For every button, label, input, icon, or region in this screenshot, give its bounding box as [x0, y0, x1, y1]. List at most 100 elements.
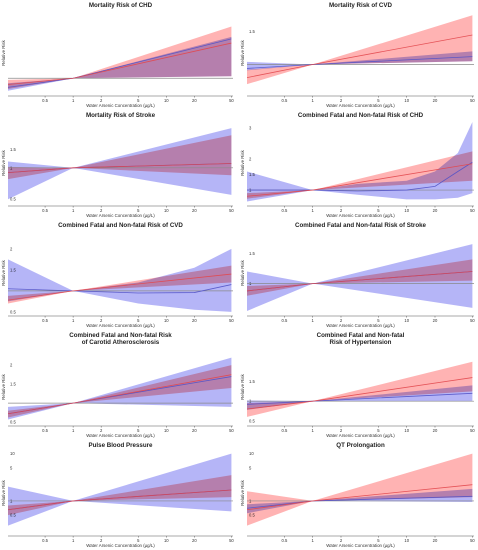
red-estimate-line	[246, 484, 473, 511]
x-axis-label: Water Arsenic Concentration (µg/L)	[86, 213, 155, 218]
red-estimate-line	[7, 374, 232, 415]
y-tick-label: 2	[249, 157, 252, 162]
panel-title: Combined Fatal and Non-fatal Risk of CVD	[58, 222, 183, 229]
x-tick-label: 2	[100, 538, 103, 543]
panel-title: Risk of Hypertension	[330, 339, 392, 346]
x-axis-label: Water Arsenic Concentration (µg/L)	[326, 543, 395, 548]
panel-title: Combined Fatal and Non-fatal Risk of Str…	[295, 222, 427, 229]
x-tick-label: 50	[229, 318, 234, 323]
x-tick-label: 5	[137, 208, 140, 213]
x-axis-label: Water Arsenic Concentration (µg/L)	[86, 323, 155, 328]
x-axis-label: Water Arsenic Concentration (µg/L)	[86, 103, 155, 108]
y-axis-label: Relative Risk	[240, 259, 245, 285]
x-tick-label: 1	[312, 318, 315, 323]
x-axis-label: Water Arsenic Concentration (µg/L)	[326, 103, 395, 108]
x-axis-label: Water Arsenic Concentration (µg/L)	[86, 543, 155, 548]
x-tick-label: 2	[100, 98, 103, 103]
x-tick-label: 1	[72, 208, 75, 213]
x-tick-label: 0.5	[281, 428, 287, 433]
x-tick-label: 20	[433, 98, 438, 103]
y-tick-label: 0.5	[10, 309, 16, 314]
panel-4: Combined Fatal and Non-fatal Risk of CHD…	[240, 112, 475, 218]
y-axis-label: Relative Risk	[1, 259, 6, 285]
x-axis-label: Water Arsenic Concentration (µg/L)	[326, 323, 395, 328]
x-tick-label: 50	[470, 428, 475, 433]
x-tick-label: 20	[433, 538, 438, 543]
x-tick-label: 50	[470, 538, 475, 543]
panel-2: Mortality Risk of CVD Relative Risk 1.5 0.5…	[240, 2, 475, 108]
x-tick-label: 2	[340, 208, 343, 213]
x-tick-label: 50	[229, 98, 234, 103]
red-estimate-line	[7, 489, 232, 511]
panel-title: Mortality Risk of CVD	[329, 2, 392, 9]
x-tick-label: 0.5	[42, 208, 48, 213]
x-tick-label: 20	[192, 318, 197, 323]
x-tick-label: 0.5	[281, 538, 287, 543]
x-tick-label: 0.5	[281, 208, 287, 213]
y-tick-label: 0.5	[249, 418, 255, 423]
y-tick-label: 2	[10, 363, 13, 368]
y-tick-label: 0.5	[10, 197, 16, 202]
blue-confidence-band	[8, 453, 232, 526]
x-tick-label: 0.5	[281, 318, 287, 323]
x-tick-label: 1	[312, 428, 315, 433]
x-tick-label: 1	[72, 98, 75, 103]
red-estimate-line	[7, 42, 232, 85]
x-tick-label: 2	[340, 98, 343, 103]
y-axis-label: Relative Risk	[1, 39, 6, 65]
y-tick-label: 5	[249, 465, 252, 470]
x-axis-label: Water Arsenic Concentration (µg/L)	[326, 433, 395, 438]
x-tick-label: 0.5	[42, 318, 48, 323]
panel-5: Combined Fatal and Non-fatal Risk of CVD…	[1, 222, 234, 328]
x-tick-label: 10	[404, 428, 409, 433]
panel-title: of Carotid Atherosclerosis	[82, 339, 160, 346]
x-axis-label: Water Arsenic Concentration (µg/L)	[86, 433, 155, 438]
y-axis-label: Relative Risk	[1, 479, 6, 505]
y-tick-label: 10	[249, 451, 254, 456]
red-confidence-band	[8, 265, 232, 304]
panel-6: Combined Fatal and Non-fatal Risk of Str…	[240, 222, 475, 328]
x-tick-label: 10	[404, 318, 409, 323]
x-tick-label: 10	[404, 538, 409, 543]
x-tick-label: 10	[164, 208, 169, 213]
red-estimate-line	[246, 271, 473, 292]
x-tick-label: 1	[72, 428, 75, 433]
panel-title: Mortality Risk of CHD	[89, 2, 153, 9]
x-tick-label: 20	[192, 208, 197, 213]
blue-confidence-band	[8, 357, 232, 420]
y-axis-label: Relative Risk	[240, 39, 245, 65]
panel-9: Pulse Blood Pressure Relative Risk 10 5 1 0.5…	[1, 442, 234, 548]
panel-title: Pulse Blood Pressure	[89, 442, 154, 449]
red-estimate-line	[246, 34, 473, 78]
x-tick-label: 20	[433, 428, 438, 433]
x-tick-label: 5	[377, 98, 380, 103]
x-tick-label: 10	[164, 318, 169, 323]
x-tick-label: 50	[229, 208, 234, 213]
x-tick-label: 5	[377, 428, 380, 433]
x-tick-label: 20	[192, 538, 197, 543]
x-tick-label: 50	[470, 208, 475, 213]
x-tick-label: 0.5	[42, 538, 48, 543]
x-tick-label: 1	[312, 98, 315, 103]
x-tick-label: 2	[340, 318, 343, 323]
x-tick-label: 50	[229, 428, 234, 433]
x-tick-label: 10	[164, 538, 169, 543]
y-tick-label: 3	[249, 126, 252, 131]
x-tick-label: 10	[164, 428, 169, 433]
x-tick-label: 10	[404, 98, 409, 103]
y-tick-label: 1.5	[10, 382, 16, 387]
y-tick-label: 1.5	[10, 147, 16, 152]
y-axis-label: Relative Risk	[1, 149, 6, 175]
x-tick-label: 5	[137, 538, 140, 543]
red-confidence-band	[247, 453, 473, 526]
x-tick-label: 20	[433, 208, 438, 213]
x-tick-label: 20	[192, 98, 197, 103]
x-tick-label: 5	[377, 538, 380, 543]
x-tick-label: 1	[72, 318, 75, 323]
red-estimate-line	[7, 163, 232, 173]
x-tick-label: 1	[312, 208, 315, 213]
red-estimate-line	[246, 163, 473, 197]
blue-estimate-line	[7, 284, 232, 294]
